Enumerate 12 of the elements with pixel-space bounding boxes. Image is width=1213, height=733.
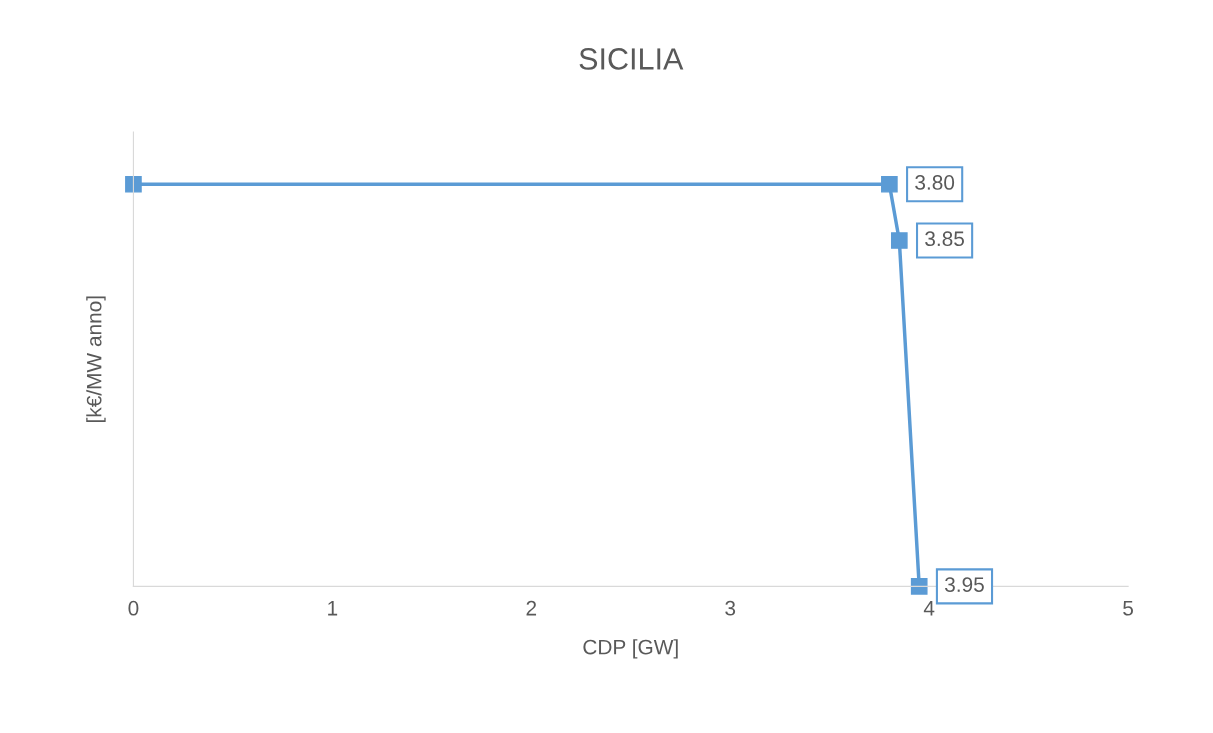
annotation: 3.85: [925, 231, 964, 247]
chart-title: SICILIA: [579, 48, 684, 70]
annotation: 3.95: [945, 577, 984, 592]
x-tick-label: 5: [1123, 601, 1134, 616]
x-axis-title: CDP [GW]: [583, 639, 678, 659]
annotation: 3.80: [915, 175, 955, 190]
x-tick-label: 0: [128, 600, 139, 616]
x-tick-label: 2: [526, 600, 537, 616]
x-tick-label: 1: [328, 601, 338, 616]
y-axis-title: [k€/MW anno]: [86, 296, 106, 422]
x-tick-label: 4: [923, 601, 935, 616]
x-tick-label: 3: [725, 600, 736, 616]
